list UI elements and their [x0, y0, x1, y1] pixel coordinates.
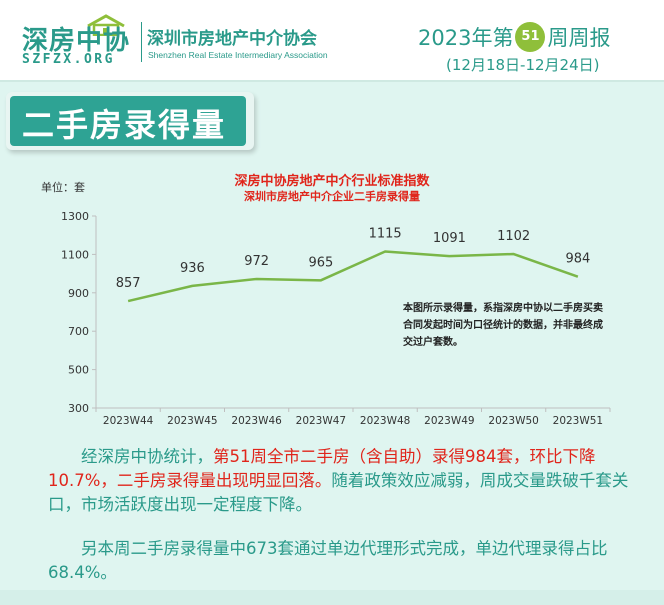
week-date-range: (12月18日-12月24日) [446, 56, 600, 74]
data-label: 1091 [433, 231, 466, 246]
x-tick-label: 2023W44 [103, 415, 154, 427]
data-label: 1115 [369, 227, 402, 242]
bottom-band [0, 590, 664, 605]
summary-paragraph: 经深房中协统计，第51周全市二手房（含自助）录得984套，环比下降10.7%，二… [48, 445, 638, 517]
data-label: 857 [116, 276, 141, 291]
x-tick-label: 2023W48 [360, 415, 410, 427]
x-tick-label: 2023W47 [296, 415, 346, 427]
data-label: 984 [565, 252, 590, 267]
chart-unit-label: 单位：套 [41, 181, 85, 194]
line-chart: 300 500 700 900 1100 1300 2023W44 2023W45 2023W4… [61, 210, 611, 427]
data-label: 936 [180, 261, 205, 276]
summary-intro: 经深房中协统计， [81, 447, 213, 466]
summary-highlight: 第51周全市二手房（含自助）录得984套，环比下降10.7%，二手房录得量出现明… [48, 447, 596, 490]
x-tick-label: 2023W45 [167, 415, 217, 427]
data-label: 965 [308, 255, 333, 270]
y-tick-label: 300 [68, 402, 89, 415]
y-tick-label: 1100 [61, 248, 89, 261]
x-tick-label: 2023W46 [231, 415, 282, 427]
x-tick-label: 2023W50 [488, 415, 538, 427]
week-suffix: 周周报 [547, 26, 611, 50]
agency-paragraph: 另本周二手房录得量中673套通过单边代理形式完成，单边代理录得占比68.4%。 [48, 539, 608, 582]
logo: 深房中协 SZFZX.ORG [22, 14, 142, 70]
chart-title: 深房中协房地产中介行业标准指数 [234, 174, 430, 189]
week-prefix: 2023年第 [418, 26, 514, 50]
x-tick-label: 2023W51 [553, 415, 603, 427]
summary-outro: 随着政策效应减弱，周成交量跌破千套关口，市场活跃度出现一定程度下降。 [48, 471, 629, 514]
logo-domain: SZFZX.ORG [22, 52, 115, 67]
y-tick-label: 1300 [61, 210, 89, 223]
y-tick-label: 900 [68, 287, 89, 300]
org-name-en: Shenzhen Real Estate Intermediary Associ… [148, 50, 328, 60]
org-name-cn: 深圳市房地产中介协会 [147, 29, 317, 49]
logo-divider [141, 22, 142, 62]
chart-subtitle: 深圳市房地产中介企业二手房录得量 [244, 190, 420, 203]
week-number-badge: 51 [515, 22, 546, 52]
section-title: 二手房录得量 [22, 106, 227, 144]
week-title: 2023年第 51 周周报 [418, 22, 610, 52]
section-banner [10, 96, 246, 146]
logo-text: 深房中协 [22, 26, 131, 56]
data-label: 1102 [497, 229, 530, 244]
header: 深房中协 SZFZX.ORG 深圳市房地产中介协会 Shenzhen Real … [0, 0, 664, 82]
y-tick-label: 500 [68, 364, 89, 377]
chart-note: 本图所示录得量，系指深房中协以二手房买卖合同发起时间为口径统计的数据，并非最终成… [403, 303, 603, 348]
y-tick-label: 700 [68, 325, 89, 338]
x-tick-label: 2023W49 [424, 415, 474, 427]
series-line [127, 250, 579, 303]
data-label: 972 [244, 254, 269, 269]
house-icon [87, 14, 125, 36]
